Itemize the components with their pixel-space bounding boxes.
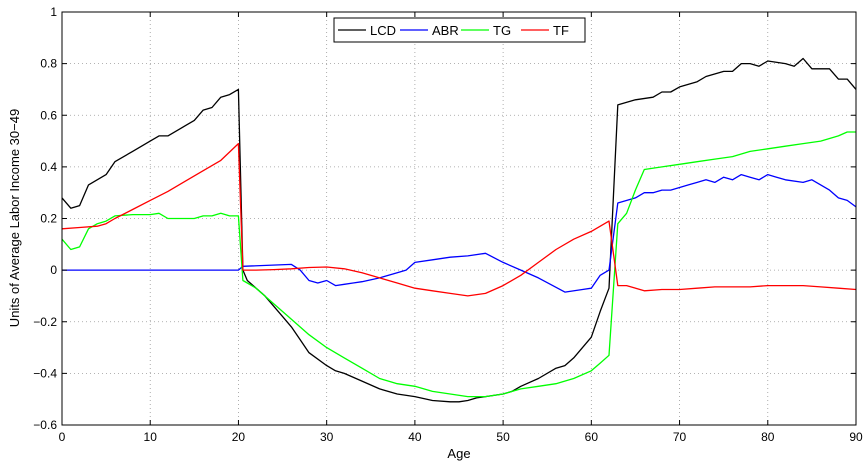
x-tick-label: 0	[59, 430, 66, 444]
y-tick-label: −0.6	[33, 418, 57, 432]
data-series	[61, 57, 857, 403]
x-tick-label: 10	[144, 430, 158, 444]
y-axis-label: Units of Average Labor Income 30−49	[7, 109, 22, 327]
series-line-tf	[61, 142, 857, 297]
y-tick-label: −0.2	[33, 315, 57, 329]
series-line-abr	[62, 173, 857, 293]
legend-label-tf: TF	[553, 23, 569, 38]
y-tick-label: 0.2	[40, 212, 57, 226]
series-line-lcd	[61, 57, 857, 403]
x-axis-label: Age	[447, 446, 470, 461]
legend: LCD ABR TG TF	[333, 17, 586, 43]
y-tick-label: 0.8	[40, 57, 57, 71]
x-tick-label: 40	[408, 430, 422, 444]
y-tick-label: −0.4	[33, 366, 57, 380]
y-tick-label: 1	[50, 5, 57, 19]
x-tick-label: 90	[849, 430, 863, 444]
y-tick-label: 0	[50, 263, 57, 277]
y-tick-label: 0.6	[40, 108, 57, 122]
x-tick-label: 80	[761, 430, 775, 444]
x-tick-label: 60	[585, 430, 599, 444]
x-tick-label: 50	[496, 430, 510, 444]
series-line-tg	[61, 131, 856, 398]
legend-label-lcd: LCD	[370, 23, 396, 38]
x-tick-label: 70	[673, 430, 687, 444]
y-tick-label: 0.4	[40, 160, 57, 174]
axis-ticks: 0 10 20 30 40 50 60 70 80 90 −0.6 −0.4 −0.2 0 0.2 0.4 0.…	[33, 5, 863, 444]
legend-label-abr: ABR	[432, 23, 459, 38]
x-tick-label: 30	[320, 430, 334, 444]
x-tick-label: 20	[232, 430, 246, 444]
legend-label-tg: TG	[493, 23, 511, 38]
